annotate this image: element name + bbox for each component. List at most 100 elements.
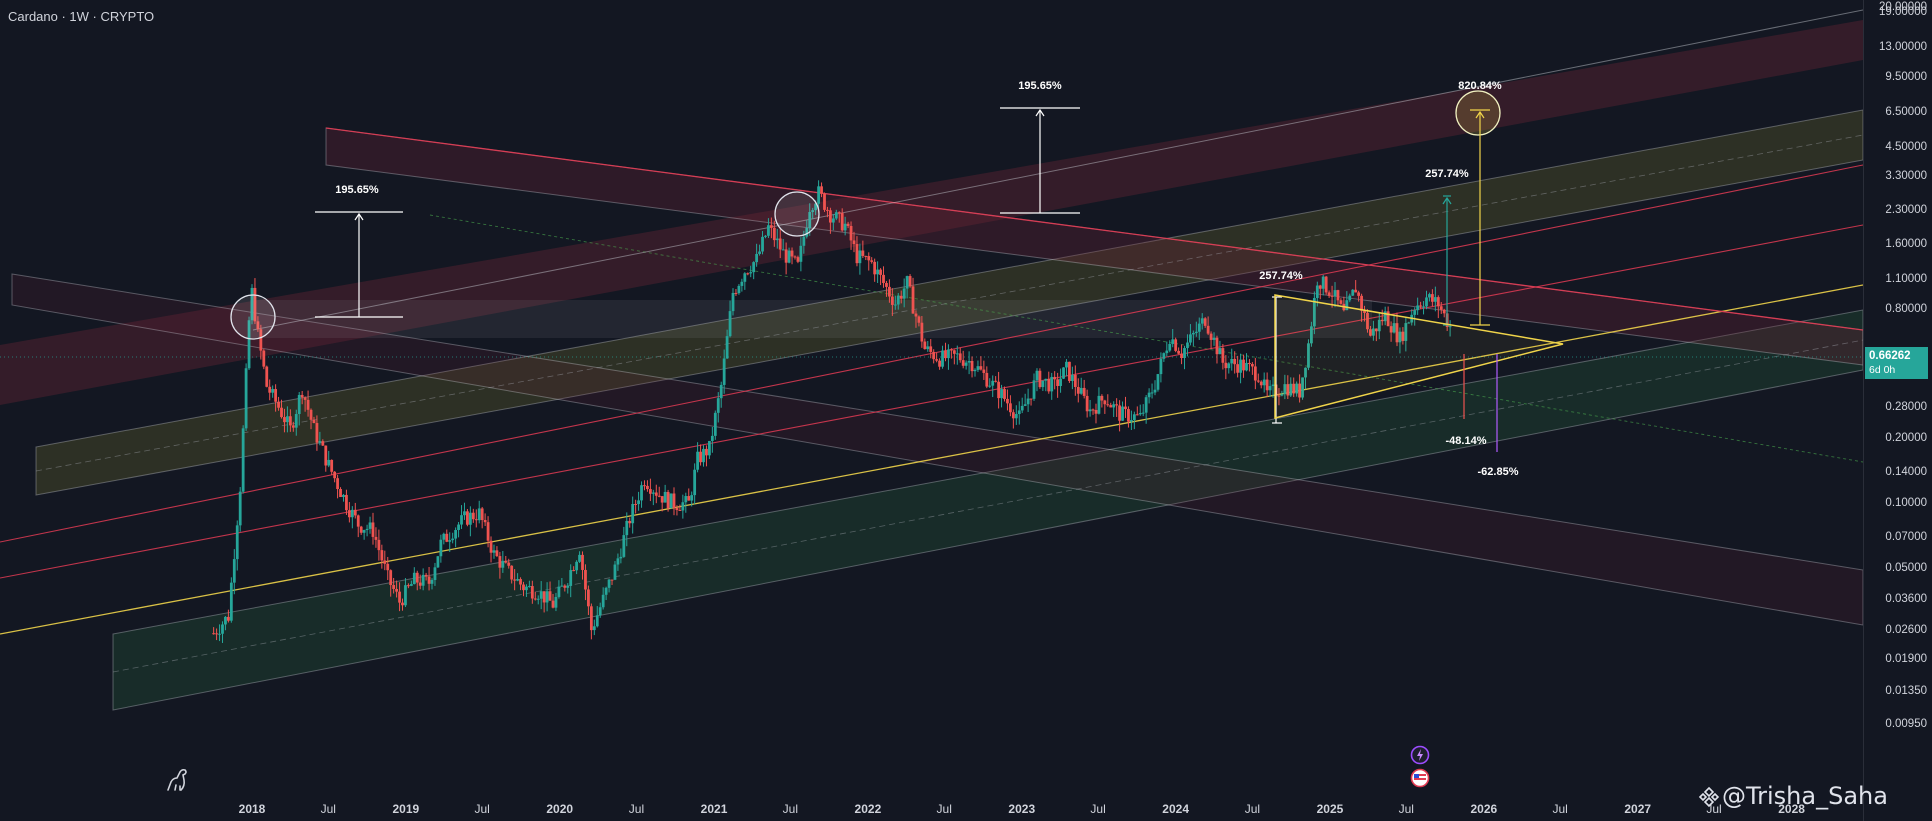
candle-body [619,556,623,559]
price-tick: 0.20000 [1885,432,1927,445]
candle-body [1153,389,1157,393]
price-chart[interactable] [0,0,1863,795]
candle-body [696,451,700,470]
candlesticks [212,180,1452,643]
time-tick: Jul [782,802,799,816]
candle-body [1301,377,1304,398]
candle-body [468,512,472,525]
candle-body [1017,410,1021,415]
candle-body [398,591,401,603]
candle-body [1218,348,1222,355]
candle-body [1135,414,1139,416]
candle-body [1318,285,1322,289]
candle-body [1023,404,1027,406]
current-price-value: 0.66262 [1869,350,1911,362]
candle-body [418,582,422,586]
candle-body [300,394,304,398]
lightning-icon[interactable] [1410,745,1430,765]
candle-body [454,530,458,539]
candle-body [557,586,561,597]
candle-body [1065,361,1068,368]
candle-body [1035,370,1039,381]
time-axis[interactable]: 2018 Jul 2019 Jul 2020 Jul 2021 Jul 2022 Jul 2023 J… [0,795,1863,821]
candle-body [513,579,517,581]
candle-body [731,292,735,312]
candle-body [1413,310,1417,315]
candle-body [1212,337,1216,340]
candle-body [250,287,254,321]
candle-body [867,256,871,261]
candle-body [1277,395,1281,397]
candle-body [598,607,602,616]
candle-body [501,560,505,568]
price-scale[interactable]: 20.00000 19.00000 13.00000 9.50000 6.50000 4.… [1863,0,1932,821]
price-tick: 0.10000 [1885,497,1927,510]
candle-body [1377,319,1381,332]
candle-body [589,606,593,631]
candle-body [947,349,950,359]
candle-body [507,562,511,566]
time-tick: 2019 [392,802,420,816]
candle-body [451,538,455,541]
candle-body [755,253,759,263]
drawing-overlays [230,90,1564,452]
candle-body [902,288,906,299]
candle-body [265,366,269,387]
candle-body [492,550,496,553]
price-tick: 19.00000 [1879,5,1927,18]
candle-body [1132,414,1136,421]
candle-body [525,586,528,591]
flag-icon[interactable] [1410,768,1430,788]
candle-body [498,556,502,568]
candle-body [486,522,490,541]
price-tick: 0.28000 [1885,400,1927,413]
candle-body [941,350,944,367]
candle-body [1357,292,1361,296]
candle-body [979,366,983,370]
candle-body [1339,300,1343,304]
candle-body [1180,353,1183,359]
time-tick: 2025 [1316,802,1344,816]
candle-body [1422,306,1425,308]
triangle-pattern [1274,294,1564,419]
candle-body [563,585,567,588]
candle-body [1289,383,1293,396]
time-tick: Jul [1398,802,1414,816]
candle-body [407,585,410,587]
candle-body [345,494,348,511]
time-tick: 2026 [1470,802,1498,816]
candle-body [522,584,525,591]
candle-body [587,589,590,607]
candle-body [787,250,791,263]
candle-body [1032,380,1036,399]
candle-body [817,186,820,204]
candle-body [970,360,974,372]
candle-body [660,496,664,503]
candle-body [392,585,396,589]
candle-body [404,585,407,606]
candle-body [238,491,242,526]
symbol-title[interactable]: Cardano · 1W · CRYPTO [8,9,155,24]
candle-body [1351,289,1355,296]
candle-body [1304,367,1307,378]
candle-body [560,585,564,587]
candle-body [1366,312,1369,330]
candle-body [1200,318,1204,324]
candle-body [1156,374,1160,390]
candle-body [1144,397,1148,413]
candle-body [1315,285,1319,299]
candle-body [1224,362,1228,369]
candle-body [519,579,522,585]
candle-body [1248,362,1251,365]
red-trendline-1 [0,164,1863,543]
candle-body [1041,380,1045,388]
candle-body [1389,326,1393,333]
yellow-trendline [0,284,1863,635]
candle-body [616,558,620,565]
trend-lines [0,9,1863,673]
dino-icon[interactable] [165,768,191,792]
candle-body [539,591,543,599]
candle-body [1239,359,1242,373]
candle-body [1073,374,1077,387]
candle-body [852,240,856,245]
